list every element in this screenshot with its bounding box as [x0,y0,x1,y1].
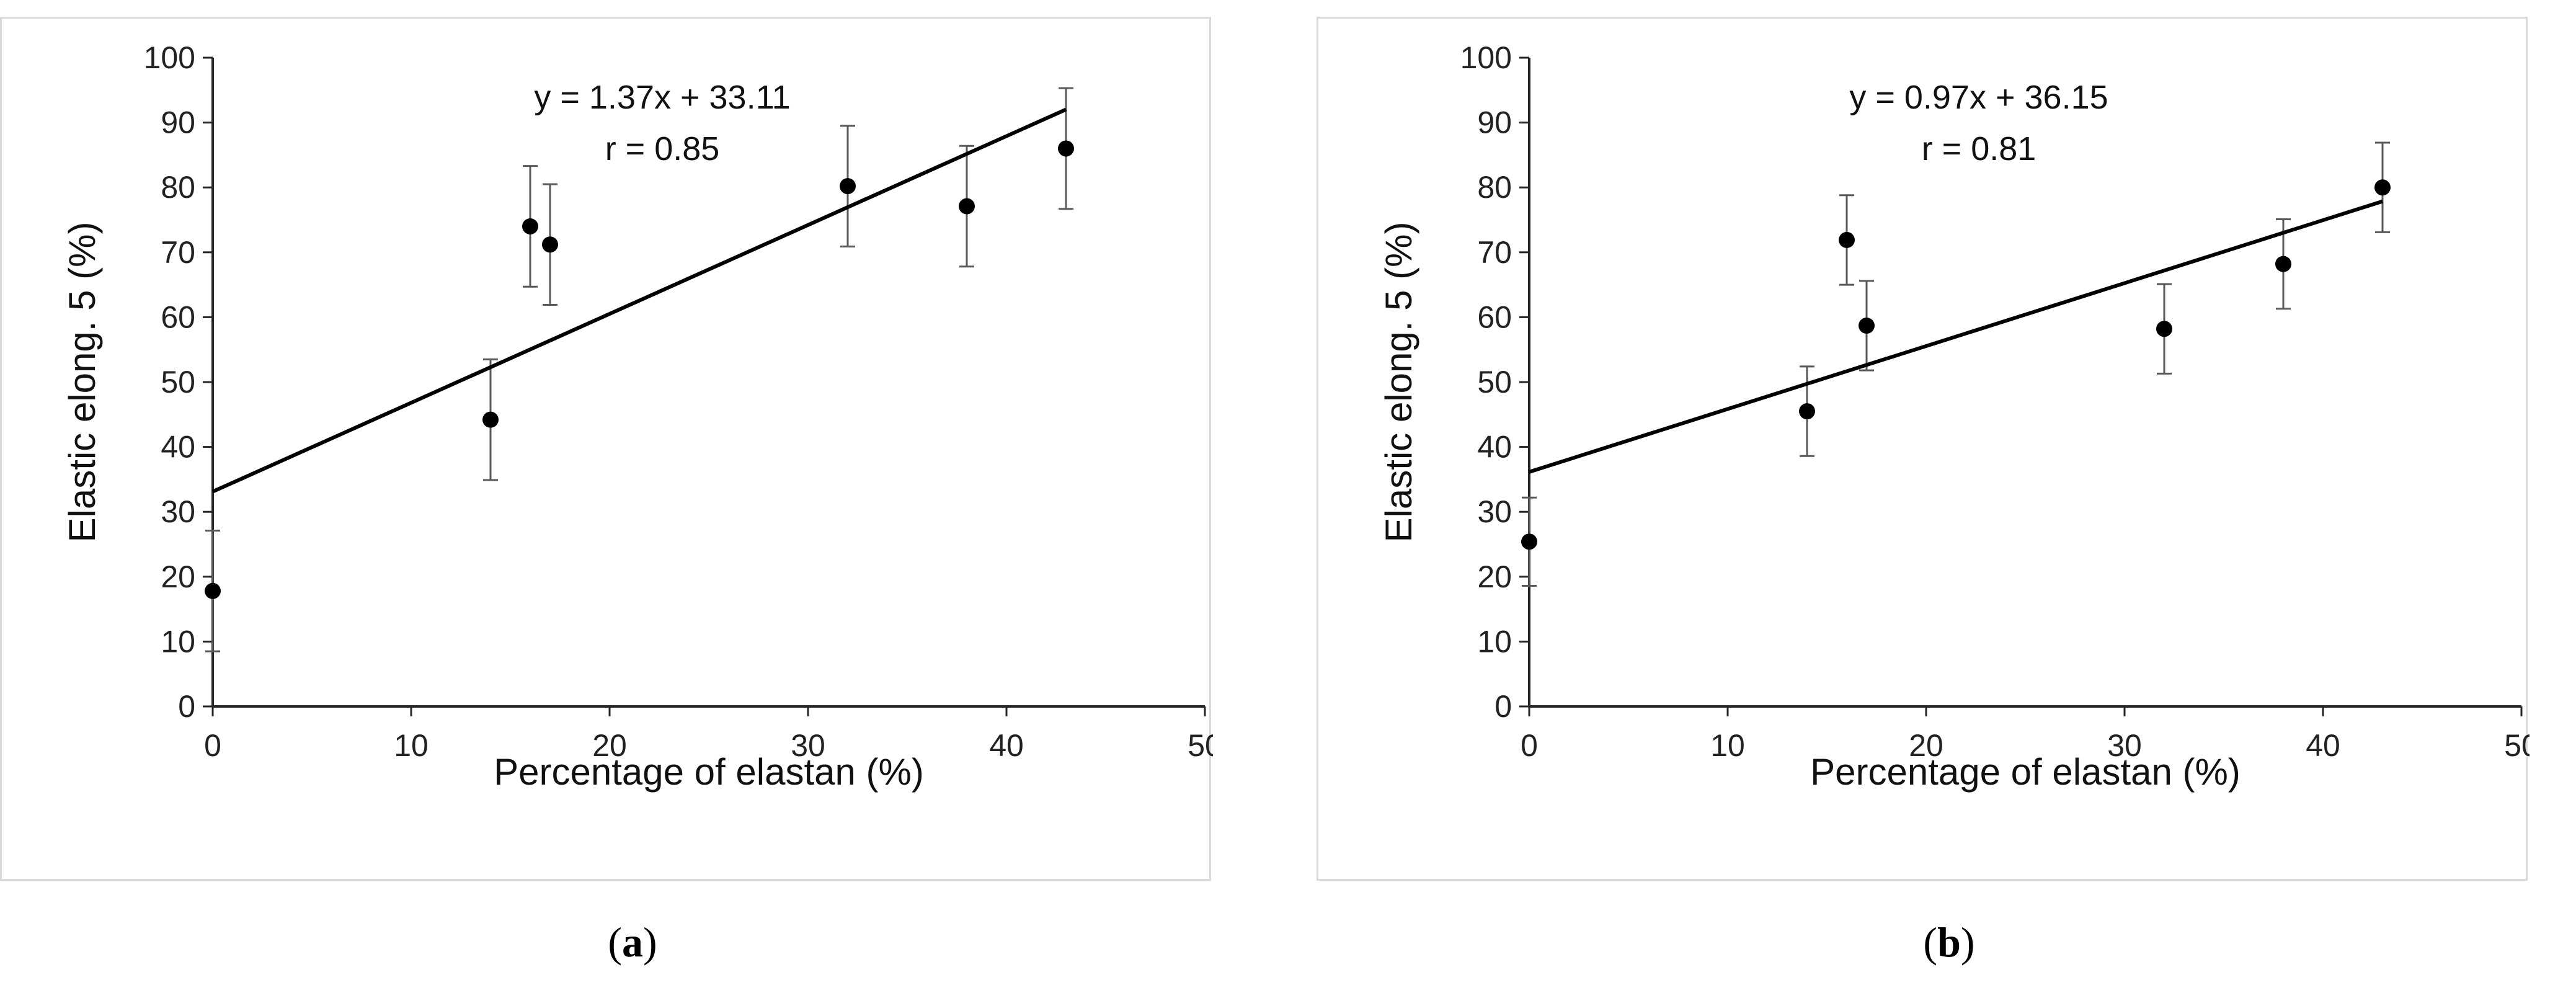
y-axis-label: Elastic elong. 5 (%) [1378,222,1419,543]
y-tick-label: 20 [1477,559,1512,594]
x-tick-label: 40 [2306,728,2340,763]
panel-caption-b: (b) [1923,919,1975,966]
x-axis-label: Percentage of elastan (%) [494,751,924,793]
y-tick-label: 30 [1477,494,1512,529]
x-tick-label: 0 [204,728,221,763]
y-tick-label: 10 [161,624,195,659]
y-tick-label: 40 [1477,430,1512,465]
y-tick-label: 70 [1477,235,1512,270]
data-point [2374,179,2391,196]
trendline [211,107,1067,494]
x-tick-label: 0 [1521,728,1538,763]
data-point [542,236,558,253]
y-tick-label: 100 [1460,40,1512,75]
data-point [1839,231,1855,248]
y-tick-label: 80 [1477,170,1512,205]
x-tick-label: 30 [2107,728,2142,763]
data-point [2275,256,2291,272]
y-tick-label: 90 [1477,105,1512,140]
y-tick-label: 10 [1477,624,1512,659]
correlation-label: r = 0.81 [1922,130,2036,167]
y-tick-label: 50 [1477,365,1512,399]
chart-panel-a: 0 10 20 30 40 50 60 70 80 90 100 0 10 20 30 40 50 Percent… [0,17,1213,881]
x-tick-label: 50 [1188,728,1213,763]
y-tick-label: 30 [161,494,195,529]
data-point [1521,533,1537,550]
data-point [2156,321,2172,337]
trendline-equation: y = 1.37x + 33.11 [534,79,790,116]
y-tick-label: 0 [1495,689,1512,724]
data-point [205,582,221,599]
y-tick-label: 40 [161,430,195,465]
x-tick-label: 40 [989,728,1024,763]
x-tick-label: 30 [791,728,825,763]
scatter-chart-b: 0 10 20 30 40 50 60 70 80 90 100 0 10 20 30 40 50 Percent… [1378,40,2529,793]
y-tick-label: 0 [178,689,195,724]
data-point [840,178,856,195]
y-tick-label: 90 [161,105,195,140]
x-axis-label: Percentage of elastan (%) [1810,751,2241,793]
data-point [522,218,538,234]
y-tick-label: 50 [161,365,195,399]
y-tick-label: 80 [161,170,195,205]
data-point [1859,317,1875,334]
panel-label-a: a [622,919,643,966]
trendline-equation: y = 0.97x + 36.15 [1849,79,2108,116]
y-tick-label: 60 [161,300,195,334]
y-tick-label: 60 [1477,300,1512,334]
panel-label-b: b [1937,919,1961,966]
panel-caption-a: (a) [608,919,657,966]
trendline [1529,199,2383,474]
y-tick-label: 20 [161,559,195,594]
x-tick-label: 50 [2504,728,2529,763]
y-axis-label: Elastic elong. 5 (%) [61,222,103,543]
chart-panel-b: 0 10 20 30 40 50 60 70 80 90 100 0 10 20 30 40 50 Percent… [1317,17,2529,881]
correlation-label: r = 0.85 [605,130,720,167]
data-point [959,198,975,215]
y-tick-label: 100 [144,40,195,75]
y-tick-label: 70 [161,235,195,270]
x-tick-label: 20 [1909,728,1943,763]
x-tick-label: 20 [592,728,627,763]
scatter-chart-a: 0 10 20 30 40 50 60 70 80 90 100 0 10 20 30 40 50 Percent… [61,40,1213,793]
data-point [1799,403,1815,420]
x-tick-label: 10 [394,728,429,763]
x-tick-label: 10 [1710,728,1745,763]
data-point [1058,140,1074,157]
data-point [482,411,499,428]
